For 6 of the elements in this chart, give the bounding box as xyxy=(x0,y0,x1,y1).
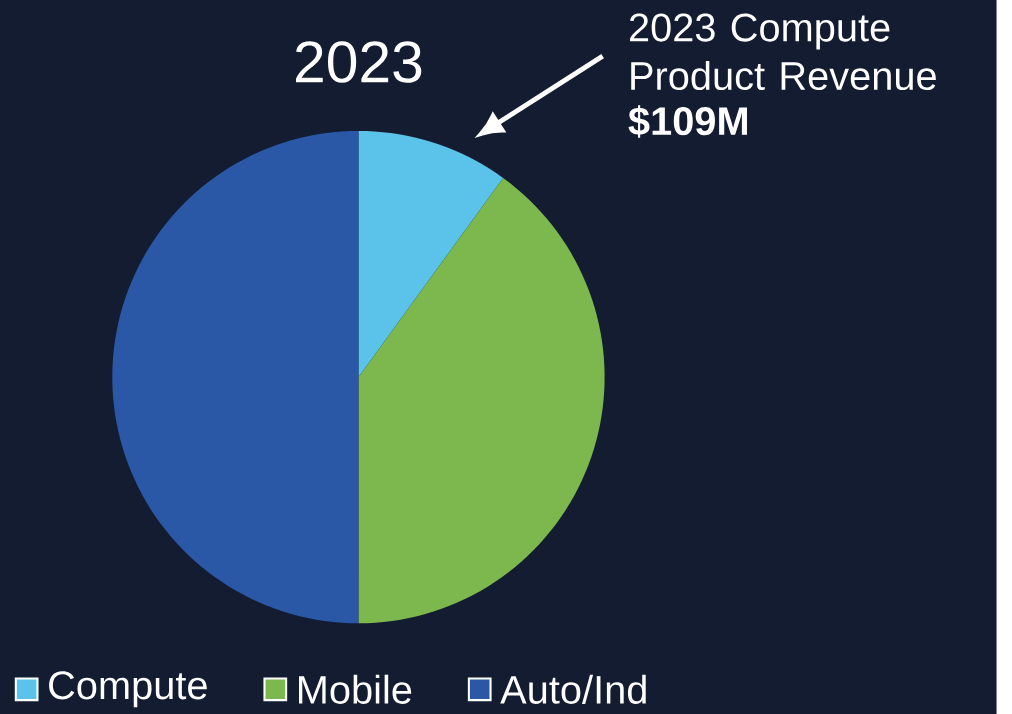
legend-label: Mobile xyxy=(299,674,412,704)
chart-title: 2023 xyxy=(295,41,422,83)
text: $109M xyxy=(628,105,747,138)
text: 2023 Compute Product Revenue xyxy=(629,13,936,91)
legend-label: Compute xyxy=(49,671,207,708)
legend-label: Auto/Ind xyxy=(500,674,646,704)
